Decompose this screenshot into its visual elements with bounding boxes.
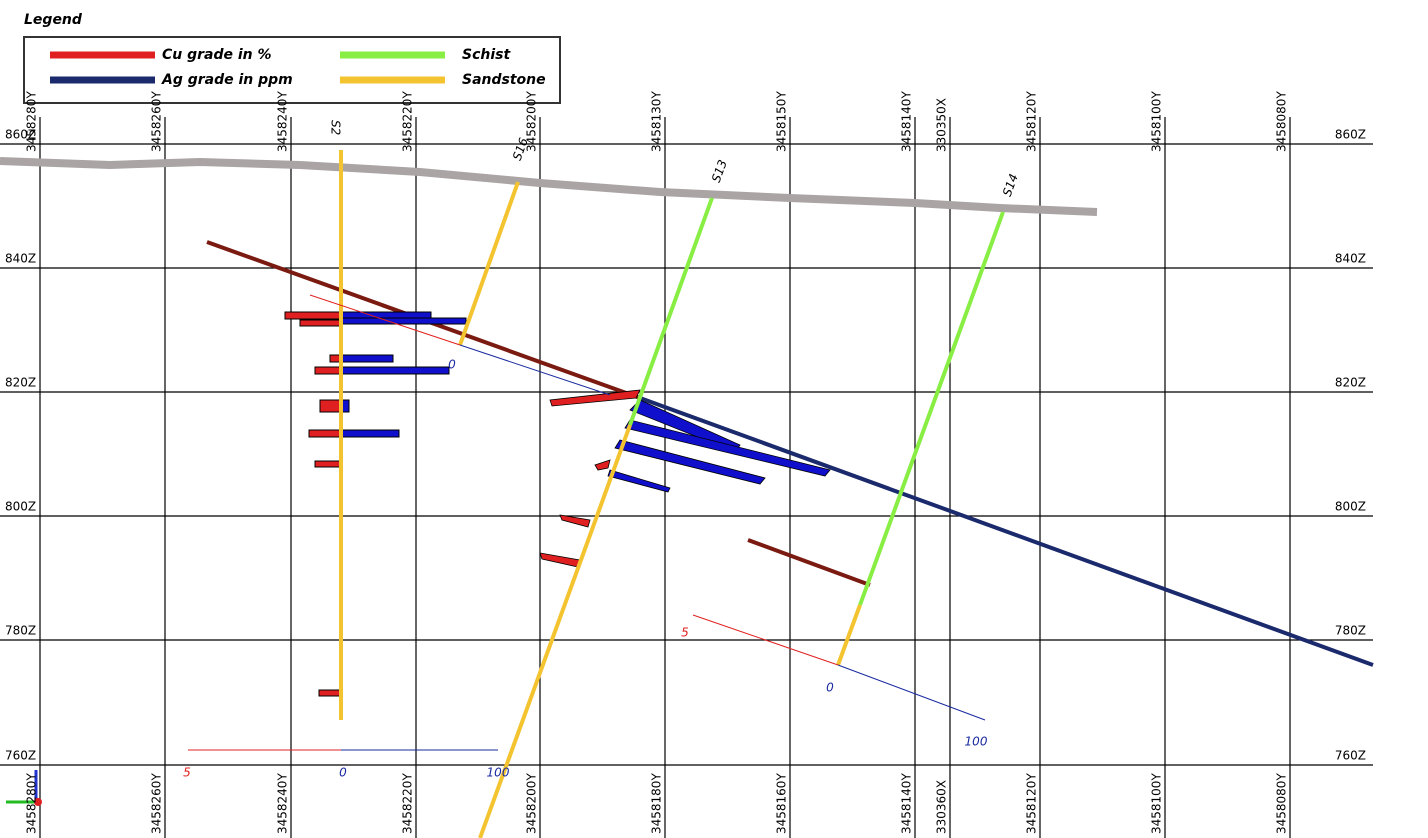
elevation-label: 760Z	[5, 749, 36, 763]
elevation-label: 840Z	[5, 252, 36, 266]
hole-label: S2	[329, 120, 343, 135]
grid-label: 3458080Y	[1275, 91, 1289, 152]
elevation-label: 800Z	[5, 500, 36, 514]
elevation-label: 820Z	[5, 376, 36, 390]
grid-label: 3458280Y	[25, 773, 39, 834]
grid-label: 330350X	[935, 98, 949, 152]
scale-label: 0	[339, 766, 347, 780]
grid-label: 3458220Y	[401, 773, 415, 834]
grid-label: 330360X	[935, 780, 949, 834]
grid-label: 3458260Y	[150, 91, 164, 152]
grid-label: 3458160Y	[775, 773, 789, 834]
grid-label: 3458100Y	[1150, 773, 1164, 834]
trace	[639, 396, 1374, 667]
legend-label: Sandstone	[462, 72, 546, 88]
grid-label: 3458120Y	[1025, 91, 1039, 152]
hole-label: S14	[1000, 172, 1021, 198]
drillhole	[458, 181, 520, 346]
topography	[0, 157, 1098, 216]
trace	[747, 538, 871, 587]
grid-label: 3458130Y	[650, 91, 664, 152]
drillhole	[478, 424, 632, 838]
hole-label: S13	[709, 158, 730, 184]
drillhole	[858, 211, 1005, 606]
legend-box	[23, 36, 561, 104]
elevation-label: 820Z	[1335, 376, 1366, 390]
scale-label: 0	[826, 681, 834, 695]
grid-label: 3458180Y	[650, 773, 664, 834]
grid-label: 3458200Y	[525, 773, 539, 834]
legend-label: Schist	[462, 47, 511, 63]
grid-label: 3458120Y	[1025, 773, 1039, 834]
grid-label: 3458140Y	[900, 91, 914, 152]
scale-bar	[459, 344, 611, 396]
grid-label: 3458240Y	[276, 773, 290, 834]
grid-label: 3458220Y	[401, 91, 415, 152]
elevation-label: 860Z	[5, 128, 36, 142]
scale-label: 100	[965, 735, 988, 749]
grid-label: 3458260Y	[150, 773, 164, 834]
grid-label: 3458080Y	[1275, 773, 1289, 834]
scale-bar	[837, 664, 986, 721]
legend-label: Cu grade in %	[162, 47, 272, 63]
grid-label: 3458100Y	[1150, 91, 1164, 152]
grid-label: 3458150Y	[775, 91, 789, 152]
grid-label: 3458140Y	[900, 773, 914, 834]
elevation-label: 840Z	[1335, 252, 1366, 266]
elevation-label: 760Z	[1335, 749, 1366, 763]
grade-bars	[284, 311, 467, 697]
drillhole	[628, 197, 714, 426]
elevation-label: 780Z	[5, 624, 36, 638]
elevation-label: 800Z	[1335, 500, 1366, 514]
drillhole	[836, 604, 862, 666]
scale-label: 5	[183, 766, 191, 780]
legend-title: Legend	[24, 12, 83, 28]
scale-label: 100	[487, 766, 510, 780]
scale-label: 5	[681, 626, 689, 640]
elevation-label: 860Z	[1335, 128, 1366, 142]
grid-label: 3458280Y	[25, 91, 39, 152]
scale-bar	[309, 294, 461, 346]
grid-label: 3458200Y	[525, 91, 539, 152]
elevation-label: 780Z	[1335, 624, 1366, 638]
axis-icon	[34, 798, 42, 806]
legend-label: Ag grade in ppm	[161, 72, 293, 88]
grade-bars	[539, 389, 831, 568]
scale-label: 0	[448, 358, 456, 372]
grid-label: 3458240Y	[276, 91, 290, 152]
scale-bar	[692, 614, 839, 666]
